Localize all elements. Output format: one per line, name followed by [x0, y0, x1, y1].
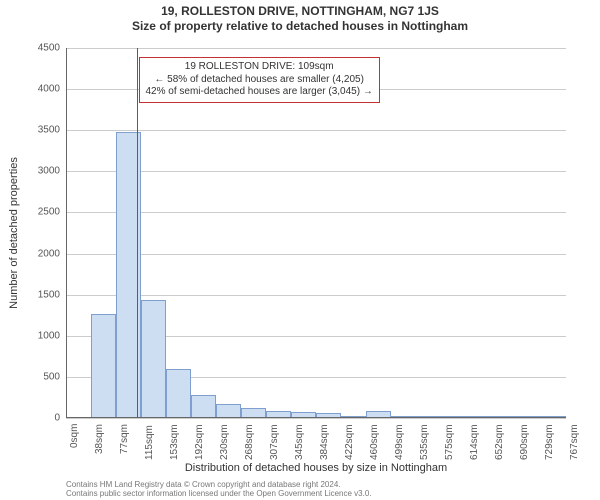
y-tick-label: 4500 [38, 43, 66, 54]
x-tick-label: 115sqm [144, 425, 155, 460]
attribution-line1: Contains HM Land Registry data © Crown c… [66, 480, 372, 489]
plot-area: 0500100015002000250030003500400045000sqm… [66, 48, 566, 418]
x-tick-label: 575sqm [444, 424, 455, 460]
gridline [66, 171, 566, 172]
x-tick-label: 460sqm [369, 424, 380, 460]
x-tick-label: 77sqm [119, 424, 130, 454]
histogram-bar [91, 314, 116, 418]
gridline [66, 130, 566, 131]
histogram-bar [141, 300, 166, 418]
x-tick-label: 307sqm [269, 424, 280, 460]
gridline [66, 418, 566, 419]
y-tick-label: 4000 [38, 84, 66, 95]
y-tick-label: 0 [54, 413, 66, 424]
histogram-bar [166, 369, 191, 418]
annotation-box: 19 ROLLESTON DRIVE: 109sqm← 58% of detac… [139, 57, 380, 103]
y-tick-label: 2000 [38, 248, 66, 259]
x-tick-label: 729sqm [544, 424, 555, 460]
chart-container: 19, ROLLESTON DRIVE, NOTTINGHAM, NG7 1JS… [0, 0, 600, 500]
y-tick-label: 500 [43, 371, 66, 382]
x-axis-title: Distribution of detached houses by size … [185, 462, 447, 474]
y-tick-label: 3000 [38, 166, 66, 177]
gridline [66, 48, 566, 49]
y-tick-label: 1000 [38, 330, 66, 341]
y-tick-label: 3500 [38, 125, 66, 136]
x-tick-label: 767sqm [569, 424, 580, 460]
attribution-line2: Contains public sector information licen… [66, 489, 372, 498]
y-tick-label: 2500 [38, 207, 66, 218]
x-tick-label: 384sqm [319, 424, 330, 460]
x-tick-label: 499sqm [394, 424, 405, 460]
title-line2: Size of property relative to detached ho… [0, 19, 600, 34]
annotation-line: 42% of semi-detached houses are larger (… [146, 86, 373, 99]
y-axis-line [66, 48, 67, 418]
reference-line [137, 48, 138, 418]
x-tick-label: 38sqm [94, 424, 105, 454]
chart-title-block: 19, ROLLESTON DRIVE, NOTTINGHAM, NG7 1JS… [0, 0, 600, 34]
attribution: Contains HM Land Registry data © Crown c… [66, 480, 372, 498]
x-tick-label: 535sqm [419, 424, 430, 460]
x-axis-line [66, 417, 566, 418]
gridline [66, 254, 566, 255]
title-line1: 19, ROLLESTON DRIVE, NOTTINGHAM, NG7 1JS [0, 4, 600, 19]
annotation-line: 19 ROLLESTON DRIVE: 109sqm [146, 61, 373, 74]
x-tick-label: 192sqm [194, 424, 205, 460]
x-tick-label: 690sqm [519, 424, 530, 460]
y-axis-title: Number of detached properties [8, 157, 20, 309]
gridline [66, 295, 566, 296]
x-tick-label: 652sqm [494, 424, 505, 460]
x-tick-label: 230sqm [219, 424, 230, 460]
x-tick-label: 0sqm [69, 424, 80, 448]
x-tick-label: 345sqm [294, 424, 305, 460]
annotation-line: ← 58% of detached houses are smaller (4,… [146, 74, 373, 87]
x-tick-label: 268sqm [244, 424, 255, 460]
histogram-bar [216, 404, 241, 418]
x-tick-label: 614sqm [469, 424, 480, 460]
x-tick-label: 422sqm [344, 424, 355, 460]
y-tick-label: 1500 [38, 289, 66, 300]
gridline [66, 212, 566, 213]
histogram-bar [191, 395, 216, 418]
x-tick-label: 153sqm [169, 424, 180, 460]
